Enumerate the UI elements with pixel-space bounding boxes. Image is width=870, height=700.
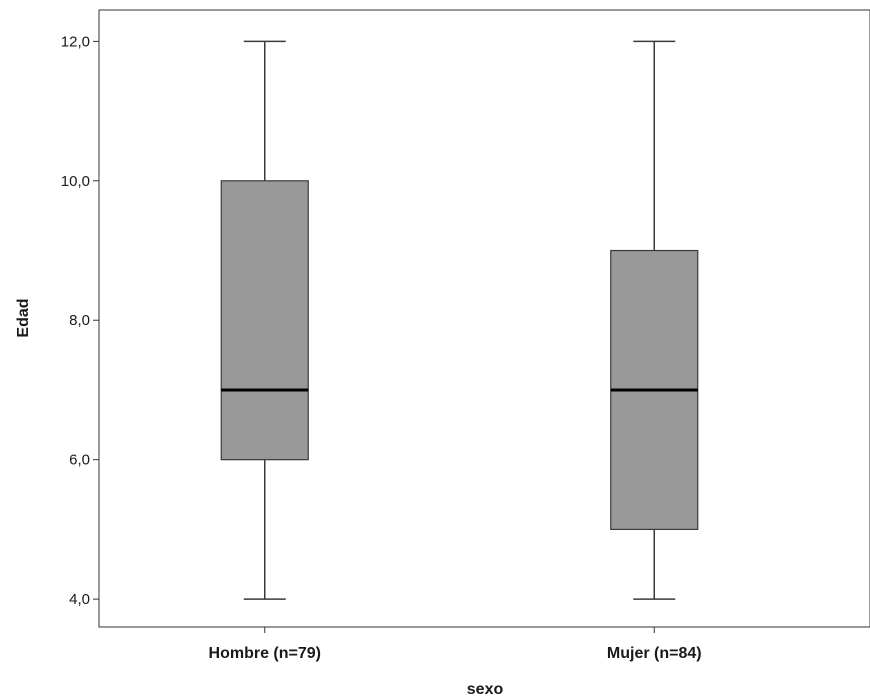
y-axis-title: Edad (15, 298, 32, 337)
x-category-label: Hombre (n=79) (209, 645, 321, 662)
x-axis-title: sexo (467, 681, 504, 698)
plot-area (98, 9, 870, 628)
box-group (220, 40, 699, 600)
y-tick-label: 6,0 (69, 452, 90, 469)
x-category-label: Mujer (n=84) (607, 645, 702, 662)
y-axis: 4,0 6,0 8,0 10,0 12,0 (61, 33, 99, 608)
iqr-box (220, 180, 309, 461)
box-mujer (610, 40, 699, 600)
y-tick-label: 10,0 (61, 173, 90, 190)
box-hombre (220, 40, 309, 600)
y-tick-label: 8,0 (69, 312, 90, 329)
y-tick-label: 12,0 (61, 33, 90, 50)
y-tick-label: 4,0 (69, 591, 90, 608)
x-axis: Hombre (n=79) Mujer (n=84) (209, 627, 702, 662)
